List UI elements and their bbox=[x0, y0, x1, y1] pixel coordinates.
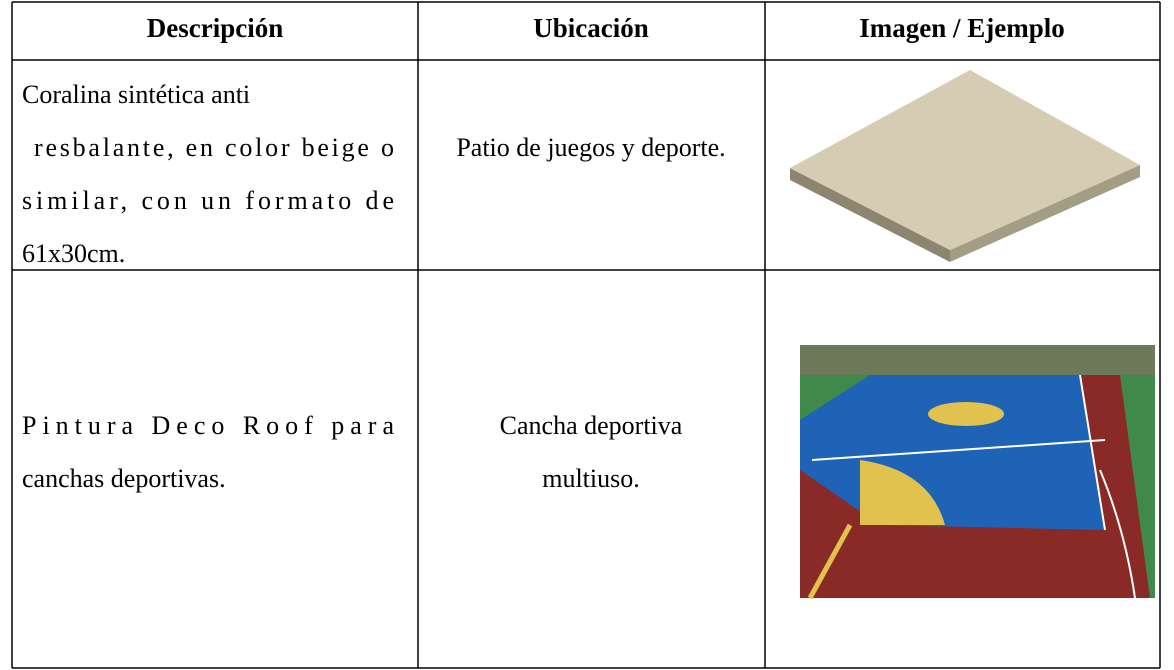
court-image bbox=[800, 345, 1155, 600]
table-borders bbox=[11, 1, 1161, 669]
cell-text: Pintura Deco Roof para bbox=[22, 411, 394, 440]
tile-image bbox=[790, 70, 1140, 262]
header-cell: Imagen / Ejemplo bbox=[859, 13, 1065, 43]
cell-text: Cancha deportiva bbox=[500, 411, 683, 440]
cell-text: similar, con un formato de bbox=[22, 186, 394, 215]
header-cell: Ubicación bbox=[533, 13, 649, 43]
cell-text: resbalante, en color beige o bbox=[34, 133, 394, 162]
cell-text: multiuso. bbox=[542, 464, 640, 493]
cell-text: canchas deportivas. bbox=[22, 464, 226, 493]
cell-text: 61x30cm. bbox=[22, 239, 125, 268]
header-cell: Descripción bbox=[147, 13, 283, 43]
cell-text: Coralina sintética anti bbox=[22, 80, 250, 109]
cell-text: Patio de juegos y deporte. bbox=[456, 133, 725, 162]
